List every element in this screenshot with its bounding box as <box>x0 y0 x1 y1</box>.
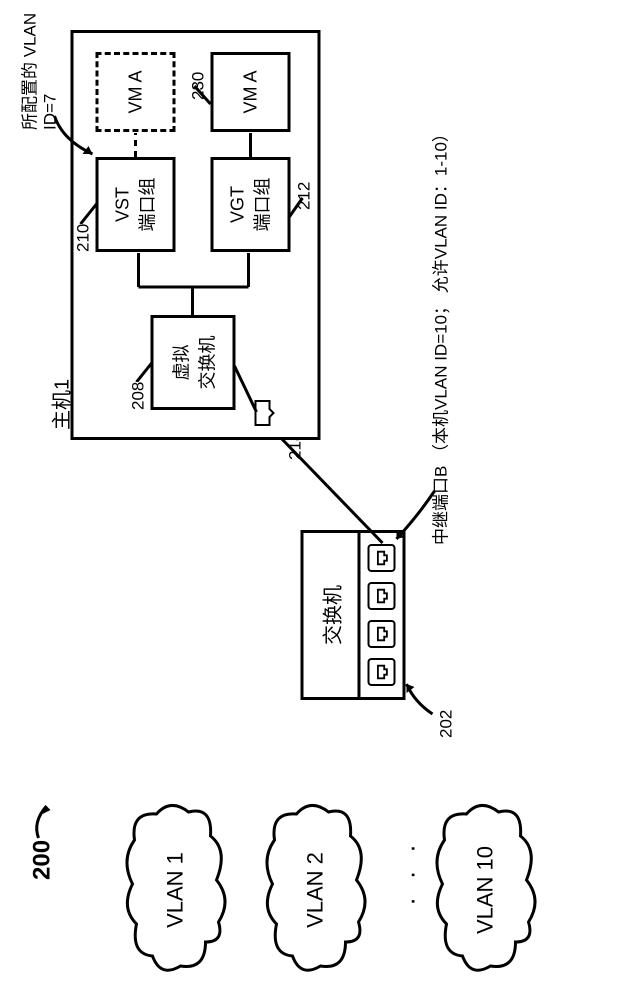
vswitch-ref: 208 <box>128 382 148 410</box>
vm-a-ghost-label: VM A <box>125 71 146 114</box>
vm-ref-line <box>192 82 212 106</box>
link-vst-ghost <box>130 129 140 159</box>
switch-port-2 <box>367 620 395 648</box>
vgt-port-group: VGT 端口组 <box>210 157 290 252</box>
switch-ref: 202 <box>436 710 456 738</box>
cloud-ellipsis: . . . <box>390 839 421 905</box>
diagram-canvas: 200 VLAN 1 VLAN 2 . . . VLAN 10 交换机 202 <box>0 0 633 1000</box>
switch-port-1 <box>367 658 395 686</box>
switch-ref-arrow <box>400 670 440 720</box>
link-vswitch-portgroups <box>120 247 270 317</box>
vst-ref: 210 <box>73 224 93 252</box>
virtual-switch: 虚拟 交换机 <box>150 315 235 410</box>
cloud-vlan1: VLAN 1 <box>120 800 230 980</box>
vst-ref-line <box>78 200 98 224</box>
virtual-switch-label: 虚拟 交换机 <box>167 336 219 390</box>
cloud-vlan10-label: VLAN 10 <box>430 800 540 980</box>
link-vgt-vm <box>245 129 255 159</box>
vm-a-ghost: VM A <box>95 52 175 132</box>
switch-label: 交换机 <box>316 585 345 645</box>
vlan7-arrow <box>50 110 100 160</box>
vm-a: VM A <box>210 52 290 132</box>
figure-id-arrow <box>30 800 60 840</box>
vswitch-ref-line <box>132 358 154 382</box>
vst-port-group: VST 端口组 <box>95 157 175 252</box>
cloud-vlan2: VLAN 2 <box>260 800 370 980</box>
vgt-ref-line <box>286 196 306 220</box>
switch-port-4 <box>367 544 395 572</box>
switch: 交换机 <box>300 530 405 700</box>
cloud-vlan2-label: VLAN 2 <box>260 800 370 980</box>
host-title: 主机1 <box>45 379 74 430</box>
trunk-port-text: 中继端口B （本机VLAN ID=10； 允许VLAN ID：1-10） <box>430 125 451 545</box>
link-nic-vswitch <box>232 354 262 414</box>
vst-label: VST 端口组 <box>112 178 159 232</box>
vgt-label: VGT 端口组 <box>227 178 274 232</box>
figure-id: 200 <box>28 840 56 880</box>
cloud-vlan10: VLAN 10 <box>430 800 540 980</box>
vm-a-label: VM A <box>240 71 261 114</box>
cloud-vlan1-label: VLAN 1 <box>120 800 230 980</box>
switch-port-3 <box>367 582 395 610</box>
